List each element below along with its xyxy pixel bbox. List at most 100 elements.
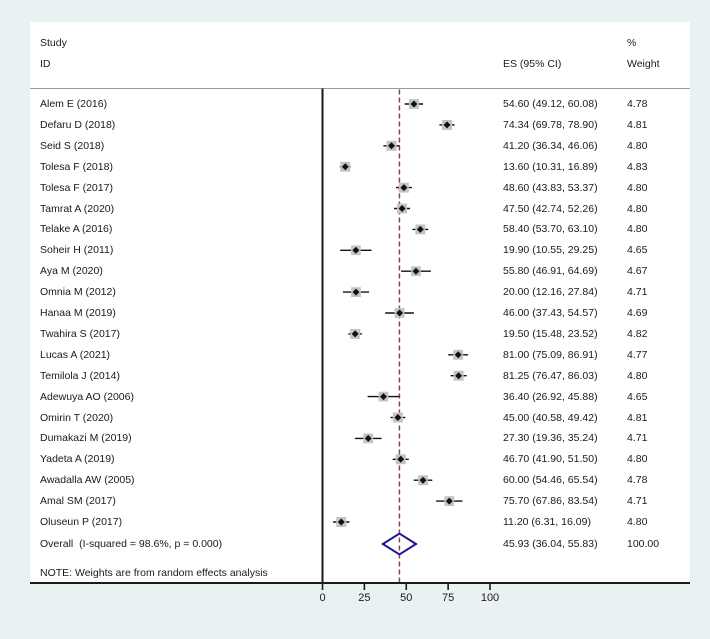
x-axis-tick-label: 75 — [442, 592, 455, 604]
es-ci-value: 47.50 (42.74, 52.26) — [503, 202, 598, 215]
x-axis-tick-label: 25 — [358, 592, 371, 604]
es-ci-value: 13.60 (10.31, 16.89) — [503, 160, 598, 173]
study-label: Hanaa M (2019) — [40, 306, 116, 319]
effect-size-marker — [397, 455, 405, 463]
effect-size-marker — [410, 100, 418, 108]
effect-size-marker — [388, 142, 396, 150]
x-axis-tick-label: 50 — [400, 592, 413, 604]
effect-size-marker — [351, 330, 359, 338]
weight-value: 4.81 — [627, 411, 648, 424]
weight-value: 4.81 — [627, 118, 648, 131]
random-effects-note: NOTE: Weights are from random effects an… — [40, 566, 268, 579]
effect-size-marker — [379, 393, 387, 401]
x-axis-tick-label: 100 — [480, 592, 500, 604]
effect-size-marker — [416, 225, 424, 233]
weight-value: 4.65 — [627, 244, 648, 257]
study-label: Telake A (2016) — [40, 223, 113, 236]
study-label: Tamrat A (2020) — [40, 202, 115, 215]
study-label: Defaru D (2018) — [40, 118, 116, 131]
effect-size-marker — [412, 267, 420, 275]
weight-value: 4.78 — [627, 473, 648, 486]
effect-size-marker — [419, 476, 427, 484]
study-label: Soheir H (2011) — [40, 244, 114, 257]
weight-value: 4.80 — [627, 181, 648, 194]
effect-size-marker — [455, 372, 463, 380]
weight-value: 4.80 — [627, 453, 648, 466]
es-ci-value: 60.00 (54.46, 65.54) — [503, 473, 598, 486]
es-ci-value: 41.20 (36.34, 46.06) — [503, 139, 598, 152]
weight-value: 4.67 — [627, 264, 648, 277]
es-ci-value: 81.25 (76.47, 86.03) — [503, 369, 598, 382]
effect-size-marker — [445, 497, 453, 505]
weight-value: 4.80 — [627, 223, 648, 236]
overall-diamond — [380, 532, 418, 556]
column-header-es-ci: ES (95% CI) — [503, 57, 562, 70]
effect-size-marker — [337, 518, 345, 526]
es-ci-value: 20.00 (12.16, 27.84) — [503, 285, 598, 298]
overall-weight-value: 100.00 — [627, 537, 660, 550]
column-header-weight: Weight — [627, 57, 660, 70]
study-label: Omirin T (2020) — [40, 411, 114, 424]
effect-size-marker — [364, 434, 372, 442]
study-label: Oluseun P (2017) — [40, 515, 123, 528]
overall-row-label: Overall (I-squared = 98.6%, p = 0.000) — [40, 537, 223, 550]
es-ci-value: 58.40 (53.70, 63.10) — [503, 223, 598, 236]
weight-value: 4.65 — [627, 390, 648, 403]
weight-value: 4.80 — [627, 139, 648, 152]
es-ci-value: 11.20 (6.31, 16.09) — [503, 515, 591, 528]
es-ci-value: 46.70 (41.90, 51.50) — [503, 453, 598, 466]
es-ci-value: 81.00 (75.09, 86.91) — [503, 348, 598, 361]
weight-value: 4.71 — [627, 432, 648, 445]
es-ci-value: 75.70 (67.86, 83.54) — [503, 494, 598, 507]
es-ci-value: 55.80 (46.91, 64.69) — [503, 264, 598, 277]
column-header-study: Study — [40, 36, 67, 49]
study-label: Awadalla AW (2005) — [40, 473, 135, 486]
weight-value: 4.69 — [627, 306, 648, 319]
study-label: Temilola J (2014) — [40, 369, 120, 382]
es-ci-value: 36.40 (26.92, 45.88) — [503, 390, 598, 403]
effect-size-marker — [398, 205, 406, 212]
study-label: Adewuya AO (2006) — [40, 390, 134, 403]
weight-value: 4.80 — [627, 202, 648, 215]
weight-value: 4.80 — [627, 369, 648, 382]
weight-value: 4.71 — [627, 494, 648, 507]
effect-size-marker — [352, 246, 360, 254]
weight-value: 4.80 — [627, 515, 648, 528]
effect-size-marker — [396, 309, 404, 317]
es-ci-value: 48.60 (43.83, 53.37) — [503, 181, 598, 194]
study-label: Seid S (2018) — [40, 139, 105, 152]
study-label: Tolesa F (2018) — [40, 160, 113, 173]
es-ci-value: 74.34 (69.78, 78.90) — [503, 118, 598, 131]
weight-value: 4.78 — [627, 97, 648, 110]
weight-value: 4.83 — [627, 160, 648, 173]
column-header-id: ID — [40, 57, 51, 70]
es-ci-value: 27.30 (19.36, 35.24) — [503, 432, 598, 445]
study-label: Amal SM (2017) — [40, 494, 116, 507]
study-label: Tolesa F (2017) — [40, 181, 113, 194]
es-ci-value: 54.60 (49.12, 60.08) — [503, 97, 598, 110]
overall-es-value: 45.93 (36.04, 55.83) — [503, 537, 598, 550]
x-axis-tick-label: 0 — [319, 592, 326, 604]
es-ci-value: 46.00 (37.43, 54.57) — [503, 306, 598, 319]
study-label: Aya M (2020) — [40, 264, 103, 277]
es-ci-value: 19.90 (10.55, 29.25) — [503, 244, 598, 257]
study-label: Lucas A (2021) — [40, 348, 111, 361]
study-label: Yadeta A (2019) — [40, 453, 115, 466]
weight-value: 4.82 — [627, 327, 648, 340]
column-header-percent: % — [627, 36, 637, 49]
study-label: Twahira S (2017) — [40, 327, 120, 340]
effect-size-marker — [394, 414, 402, 421]
weight-value: 4.77 — [627, 348, 648, 361]
effect-size-marker — [443, 121, 451, 129]
effect-size-marker — [341, 163, 349, 171]
plot-background — [30, 22, 690, 584]
effect-size-marker — [454, 351, 462, 359]
study-label: Alem E (2016) — [40, 97, 108, 110]
effect-size-marker — [352, 288, 360, 296]
study-label: Omnia M (2012) — [40, 285, 116, 298]
es-ci-value: 45.00 (40.58, 49.42) — [503, 411, 598, 424]
es-ci-value: 19.50 (15.48, 23.52) — [503, 327, 598, 340]
weight-value: 4.71 — [627, 285, 648, 298]
